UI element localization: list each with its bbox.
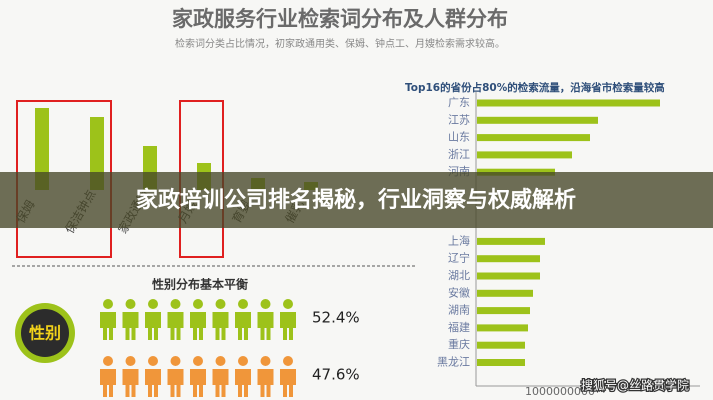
bar [35, 108, 49, 190]
bar [477, 289, 533, 297]
bar [477, 151, 572, 159]
person-head [170, 356, 181, 366]
person-head [283, 299, 293, 309]
bar [477, 359, 525, 366]
bar [477, 324, 528, 332]
y-tick-label: 辽宁 [448, 251, 470, 265]
y-tick-label: 上海 [448, 233, 470, 247]
person-head [193, 356, 203, 366]
person-body [100, 312, 116, 340]
value-label: 47.6% [312, 366, 360, 384]
y-tick-label: 浙江 [448, 148, 470, 161]
person-body [235, 369, 251, 397]
y-tick-label: 山东 [448, 131, 470, 144]
person-head [170, 299, 181, 309]
bar [477, 134, 590, 142]
person-body [257, 369, 274, 397]
person-body [122, 312, 139, 340]
banner: 家政培训公司排名揭秘，行业洞察与权威解析 [136, 187, 576, 213]
person-head [215, 299, 226, 309]
y-tick-label: 江苏 [448, 113, 470, 126]
bar [477, 237, 545, 245]
bar [477, 341, 525, 349]
person-body [122, 369, 139, 397]
person-head [260, 299, 271, 309]
person-head [103, 299, 113, 309]
person-body [257, 312, 274, 340]
person-head [125, 299, 136, 309]
y-tick-label: 重庆 [448, 337, 470, 351]
person-body [100, 369, 116, 397]
chart-title: 性别分布基本平衡 [151, 277, 248, 292]
person-body [235, 312, 251, 340]
y-tick-label: 广东 [448, 96, 470, 109]
watermark: 搜狐号@丝路贯学院 [581, 378, 689, 393]
person-body [190, 369, 206, 397]
bar [90, 117, 104, 190]
person-head [103, 356, 113, 366]
badge-label: 性别 [29, 324, 61, 343]
subtitle: 检索词分类占比情况，初家政通用类、保姆、钟点工、月嫂检索需求较高。 [175, 37, 505, 50]
y-tick-label: 湖南 [448, 304, 470, 317]
y-tick-label: 黑龙江 [437, 356, 470, 369]
person-body [190, 312, 206, 340]
person-head [215, 356, 226, 366]
badge [21, 309, 69, 357]
person-body [145, 312, 161, 340]
bar [477, 99, 660, 107]
person-head [238, 299, 248, 309]
person-body [212, 312, 229, 340]
person-body [167, 312, 184, 340]
y-tick-label: 安徽 [448, 285, 470, 299]
bar [477, 272, 540, 280]
bar [477, 116, 598, 124]
person-head [283, 356, 293, 366]
chart-title: Top16的省份占80%的检索流量，沿海省市检索量较高 [405, 81, 665, 94]
person-head [125, 356, 136, 366]
y-tick-label: 福建 [448, 320, 470, 334]
banner-band [0, 172, 713, 228]
person-head [260, 356, 271, 366]
person-body [280, 369, 296, 397]
value-label: 52.4% [312, 309, 360, 327]
x-tick-label: 1000000000 [525, 385, 595, 398]
person-body [280, 312, 296, 340]
bar [477, 307, 530, 315]
person-body [145, 369, 161, 397]
person-head [238, 356, 248, 366]
person-head [148, 299, 158, 309]
bar [477, 255, 540, 263]
person-body [167, 369, 184, 397]
person-body [212, 369, 229, 397]
title: 家政服务行业检索词分布及人群分布 [172, 7, 508, 31]
person-head [193, 299, 203, 309]
person-head [148, 356, 158, 366]
y-tick-label: 湖北 [448, 269, 470, 282]
